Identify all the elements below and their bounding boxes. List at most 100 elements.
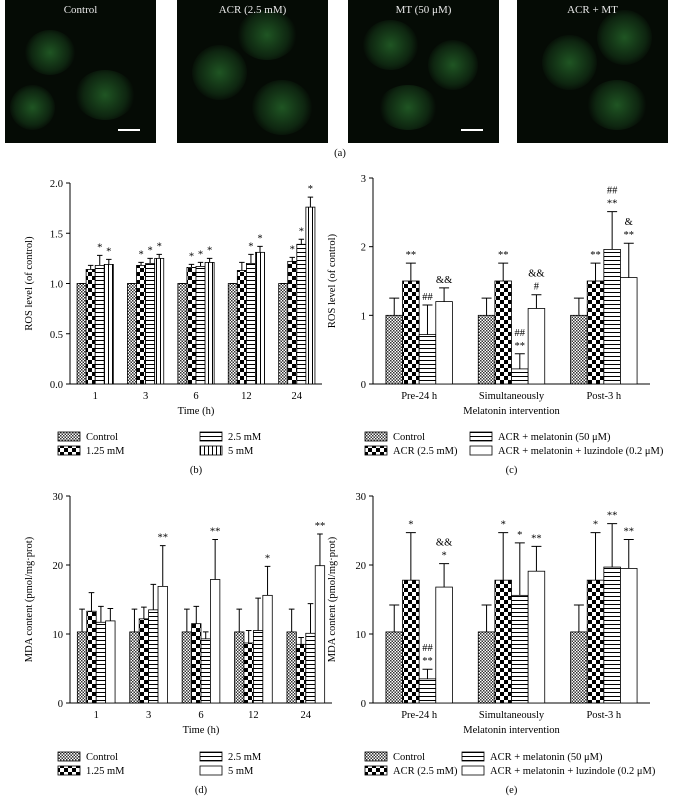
legend-swatch [364,445,388,456]
legend-swatch [199,445,223,456]
error-bar [257,245,263,253]
error-bar [147,257,153,264]
error-bar [607,211,618,250]
error-bar [156,253,162,259]
error-bar [389,297,400,316]
bar [402,280,420,385]
error-bar [106,258,112,265]
significance-mark: # [534,282,540,293]
bar [511,594,529,704]
error-bar [212,538,218,580]
significance-mark: * [299,226,304,237]
bar [103,264,114,385]
bar [136,265,146,385]
error-bar [184,608,190,632]
error-bar [498,532,509,581]
bar [305,632,316,704]
x-axis-label: Melatonin intervention [463,406,560,417]
significance-mark: ## [422,643,433,654]
significance-mark: ** [607,511,618,522]
error-bar [97,254,103,266]
legend-swatch [199,765,223,776]
y-tick-label: 0 [361,699,366,710]
panel-caption: (b) [190,465,203,476]
x-tick-label: 6 [198,710,203,721]
error-bar [245,630,252,643]
bar [286,631,297,704]
bar [154,257,165,385]
legend-label: 2.5 mM [228,752,262,763]
legend-label: ACR (2.5 mM) [393,766,458,777]
x-tick-label: 3 [146,710,151,721]
x-tick-label: 24 [292,391,303,402]
legend-label: 5 mM [228,446,254,457]
significance-mark: * [148,245,153,256]
significance-mark: * [408,520,413,531]
error-bar [131,608,138,632]
significance-mark: * [198,249,203,260]
error-bar [623,538,634,569]
scale-bar [118,129,140,131]
significance-mark: * [97,242,102,253]
error-bar [298,238,305,245]
significance-mark: * [207,245,212,256]
significance-mark: ## [515,328,526,339]
bar [435,586,453,704]
bar [94,265,105,385]
legend-swatch [461,751,485,762]
y-tick-label: 10 [356,630,367,641]
significance-mark: * [308,184,313,195]
error-bar [88,592,95,612]
significance-mark: && [436,538,452,549]
y-tick-label: 0.0 [50,380,63,391]
significance-mark: ** [157,533,168,544]
bar [586,579,605,704]
error-bar [206,257,213,263]
micrograph: ACR + MT [517,0,668,143]
error-bar [193,605,200,624]
significance-mark: ** [515,341,526,352]
error-bar [288,608,295,632]
bar [385,314,403,385]
error-bar [307,196,314,208]
error-bar [255,597,261,631]
bar [138,618,149,704]
bar [129,631,140,704]
error-bar [202,631,209,639]
legend-label: 2.5 mM [228,432,262,443]
significance-mark: * [157,241,162,252]
significance-mark: * [593,520,598,531]
bar [177,283,188,385]
legend-label: Control [393,752,425,763]
bar [76,283,87,385]
significance-mark: ** [406,250,417,261]
legend-swatch [469,431,493,442]
significance-mark: & [625,217,633,228]
bar [234,631,245,704]
significance-mark: && [436,275,452,286]
bar [252,630,264,704]
y-tick-label: 2.0 [50,179,63,190]
y-tick-label: 30 [356,492,367,503]
x-tick-label: 6 [193,391,198,402]
bar [511,368,529,385]
bar [287,260,298,385]
error-bar [514,353,525,369]
legend-label: ACR + melatonin + luzindole (0.2 μM) [490,766,656,777]
y-axis-label: MDA content (pmol/mg·prot) [24,536,35,662]
legend-swatch [199,751,223,762]
significance-mark: ** [590,250,601,261]
bar [494,579,512,704]
significance-mark: * [138,249,143,260]
significance-mark: * [265,553,270,564]
legend-swatch [461,765,485,776]
significance-mark: ** [315,521,326,532]
bar [620,568,638,704]
error-bar [138,261,144,266]
panel-caption: (a) [334,148,346,159]
error-bar [188,263,195,268]
error-bar [317,533,323,566]
bar [527,308,546,385]
